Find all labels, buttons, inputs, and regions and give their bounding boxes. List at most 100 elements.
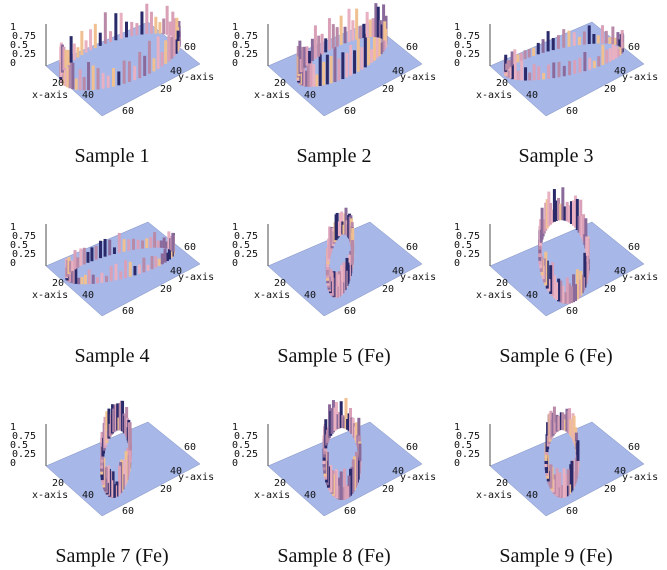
spike	[570, 286, 574, 304]
caption: Sample 3	[519, 145, 594, 167]
spike	[175, 17, 179, 40]
spike	[557, 198, 561, 221]
x-tick-label: 40	[82, 490, 94, 501]
spike	[79, 248, 83, 267]
x-tick-label: 40	[82, 90, 94, 101]
z-tick-label: 0.5	[232, 40, 250, 51]
spike	[381, 36, 385, 53]
spike	[68, 55, 72, 89]
spike	[327, 18, 331, 51]
spike	[345, 52, 349, 78]
spike	[318, 52, 322, 86]
spike	[100, 272, 104, 283]
spike	[162, 18, 166, 35]
spike	[374, 3, 378, 38]
spike	[128, 261, 132, 277]
spike	[579, 199, 583, 236]
spike	[114, 13, 118, 41]
spike	[337, 58, 341, 81]
caption: Sample 1	[75, 145, 150, 167]
spike	[157, 258, 161, 266]
spike	[106, 75, 110, 88]
x-tick-label: 40	[304, 90, 316, 101]
spike	[355, 422, 359, 443]
spike	[608, 48, 612, 62]
spike	[71, 62, 75, 90]
x-tick-label: 60	[566, 306, 578, 317]
spike	[561, 187, 565, 221]
y-axis-label: y-axis	[400, 272, 436, 283]
spike	[145, 238, 149, 249]
caption: Sample 6 (Fe)	[499, 345, 612, 367]
spike	[604, 30, 608, 44]
z-tick-label: 1	[232, 22, 238, 33]
spike	[344, 397, 348, 429]
y-tick-label: 40	[170, 66, 182, 77]
spike	[135, 23, 139, 36]
spike	[559, 203, 563, 221]
spike	[550, 209, 554, 224]
spike	[579, 270, 583, 296]
spike	[309, 59, 313, 87]
spike	[167, 248, 171, 260]
spike	[596, 35, 600, 44]
x-tick-label: 20	[496, 278, 508, 289]
spike	[104, 275, 108, 283]
z-tick-label: 0.75	[456, 31, 480, 42]
z-tick-label: 1	[10, 22, 16, 33]
z-tick-label: 1	[10, 422, 16, 433]
spike	[133, 265, 137, 276]
spike	[338, 411, 342, 429]
x-tick-label: 20	[274, 478, 286, 489]
spike	[312, 64, 316, 87]
spike	[371, 18, 375, 38]
spike	[325, 54, 329, 85]
spike	[334, 402, 338, 430]
spike	[141, 240, 145, 249]
spike	[557, 61, 561, 78]
spike	[562, 468, 566, 498]
spike	[108, 239, 112, 256]
spike	[109, 266, 113, 282]
spike	[611, 41, 615, 60]
spike	[577, 216, 581, 233]
spike	[569, 201, 573, 225]
spike	[119, 12, 123, 39]
spike	[344, 484, 348, 500]
z-tick-label: 0.25	[12, 249, 36, 260]
y-tick-label: 60	[184, 442, 196, 453]
spike	[99, 240, 103, 259]
spike	[156, 36, 160, 69]
spike	[339, 401, 343, 429]
panel: 00.250.50.751204060x-axis204060y-axisSam…	[232, 207, 436, 367]
caption: Sample 5 (Fe)	[277, 345, 390, 367]
spike	[117, 465, 121, 495]
spike	[78, 69, 82, 91]
spike	[117, 232, 121, 253]
spike	[341, 415, 345, 429]
spike	[71, 260, 75, 271]
spike	[343, 26, 347, 44]
spike	[304, 70, 308, 87]
x-tick-label: 40	[304, 290, 316, 301]
spike	[128, 428, 132, 460]
spike	[153, 232, 157, 248]
spike	[578, 57, 582, 73]
spike	[333, 46, 337, 83]
spike	[346, 419, 350, 430]
spike	[540, 207, 544, 240]
spike	[346, 486, 350, 499]
z-tick-label: 0.75	[234, 31, 258, 42]
spike	[577, 279, 581, 298]
spike	[532, 47, 536, 56]
spike	[506, 60, 510, 69]
spike	[124, 21, 128, 38]
spike	[137, 264, 141, 274]
x-tick-label: 40	[304, 490, 316, 501]
spike	[584, 218, 588, 249]
spike	[614, 45, 618, 59]
spike	[552, 62, 556, 79]
spike	[528, 72, 532, 81]
spike	[566, 469, 570, 496]
spike	[333, 407, 337, 431]
